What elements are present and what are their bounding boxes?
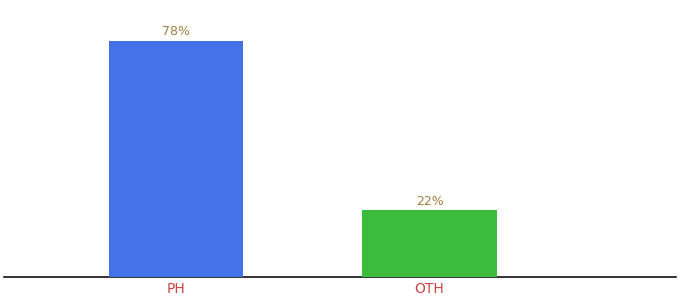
Text: 22%: 22% [415,195,443,208]
Bar [109,40,243,277]
Text: 78%: 78% [162,25,190,38]
Bar [362,210,496,277]
